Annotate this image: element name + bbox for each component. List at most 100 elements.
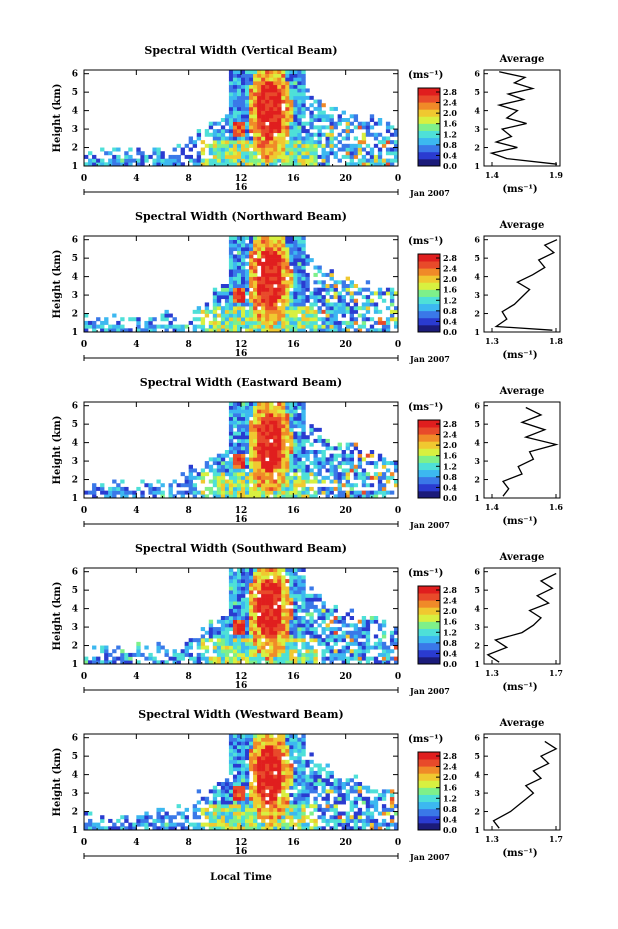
heatmap-cell [289, 619, 294, 624]
heatmap-cell [241, 446, 246, 451]
heatmap-cell [273, 280, 278, 285]
heatmap-cell [257, 483, 262, 488]
heatmap-cell [228, 250, 234, 255]
heatmap-cell [241, 818, 246, 823]
heatmap-cell [241, 287, 246, 292]
heatmap-cell [297, 132, 302, 137]
heatmap-cell [325, 317, 330, 322]
heatmap-cell [321, 320, 326, 325]
heatmap-cell [249, 413, 254, 418]
heatmap-cell [200, 826, 206, 831]
heatmap-cell [241, 239, 246, 244]
heatmap-cell [309, 612, 314, 617]
x-tick-label: 0 [81, 672, 87, 682]
heatmap-cell [241, 807, 246, 812]
x-tick-label: 20 [339, 506, 352, 516]
heatmap-cell [253, 298, 258, 303]
heatmap-cell [281, 254, 286, 259]
heatmap-cell [269, 608, 274, 613]
heatmap-cell [349, 313, 355, 318]
heatmap-cell [317, 770, 322, 775]
heatmap-cell [293, 597, 298, 602]
colorbar-segment [418, 607, 440, 615]
heatmap-cell [361, 641, 367, 646]
heatmap-cell [212, 822, 218, 827]
x-tick-label: 12 [235, 838, 248, 848]
heatmap-cell [341, 793, 346, 798]
heatmap-cell [301, 280, 306, 285]
heatmap-cell [305, 254, 310, 259]
heatmap-cell [385, 328, 391, 333]
heatmap-cell [249, 811, 254, 816]
heatmap-cell [236, 73, 242, 78]
heatmap-cell [216, 302, 222, 307]
heatmap-cell [241, 265, 246, 270]
heatmap-cell [224, 450, 230, 454]
heatmap-cell [249, 472, 254, 477]
heatmap-cell [381, 645, 387, 650]
heatmap-cell [337, 638, 342, 643]
heatmap-cell [293, 778, 298, 783]
heatmap-cell [232, 586, 238, 591]
heatmap-cell [224, 483, 230, 488]
heatmap-cell [289, 438, 294, 443]
heatmap-cell [329, 656, 334, 661]
heatmap-cell [269, 815, 274, 820]
heatmap-cell [277, 236, 282, 240]
colorbar-segment [418, 427, 440, 435]
heatmap-cell [253, 280, 258, 285]
heatmap-cell [297, 438, 302, 443]
heatmap-cell [297, 623, 302, 628]
heatmap-cell [228, 804, 234, 809]
heatmap-cell [261, 472, 266, 477]
heatmap-cell [325, 140, 330, 145]
heatmap-cell [224, 656, 230, 661]
heatmap-cell [289, 405, 294, 410]
heatmap-cell [249, 239, 254, 244]
heatmap-cell [253, 597, 258, 602]
heatmap-cell [329, 125, 334, 130]
heatmap-cell [293, 571, 298, 576]
heatmap-cell [329, 306, 334, 311]
heatmap-cell [241, 579, 246, 584]
heatmap-cell [269, 99, 274, 104]
heatmap-cell [297, 649, 302, 654]
heatmap-cell [257, 73, 262, 78]
heatmap-cell [257, 121, 262, 126]
heatmap-cell [220, 125, 226, 130]
colorbar-tick-label: 0.4 [443, 150, 457, 160]
heatmap-cell [236, 630, 242, 635]
heatmap-cell [253, 593, 258, 598]
heatmap-cell [216, 822, 222, 827]
heatmap-cell [309, 427, 314, 432]
heatmap-cell [216, 490, 222, 495]
heatmap-cell [285, 103, 290, 108]
heatmap-cell [293, 756, 298, 761]
heatmap-cell [385, 129, 391, 134]
heatmap-cell [305, 472, 310, 477]
heatmap-cell [333, 811, 338, 816]
heatmap-cell [249, 601, 254, 606]
heatmap-cell [232, 132, 238, 137]
heatmap-cell [381, 158, 387, 163]
colorbar-segment [418, 822, 440, 831]
heatmap-cell [241, 309, 246, 314]
heatmap-cell [309, 616, 314, 620]
heatmap-cell [236, 236, 242, 240]
heatmap-cell [232, 77, 238, 82]
heatmap-cell [208, 811, 214, 816]
heatmap-cell [253, 767, 258, 772]
heatmap-cell [293, 472, 298, 477]
heatmap-cell [313, 461, 318, 466]
heatmap-cell [277, 151, 282, 156]
heatmap-cell [136, 818, 141, 823]
heatmap-cell [265, 103, 270, 108]
heatmap-cell [257, 486, 262, 491]
avg-y-tick-label: 6 [474, 567, 480, 577]
heatmap-cell [281, 641, 286, 646]
heatmap-cell [289, 800, 294, 805]
heatmap-cell [172, 317, 177, 322]
heatmap-cell [337, 114, 342, 119]
heatmap-cell [293, 405, 298, 410]
heatmap-cell [349, 295, 355, 300]
